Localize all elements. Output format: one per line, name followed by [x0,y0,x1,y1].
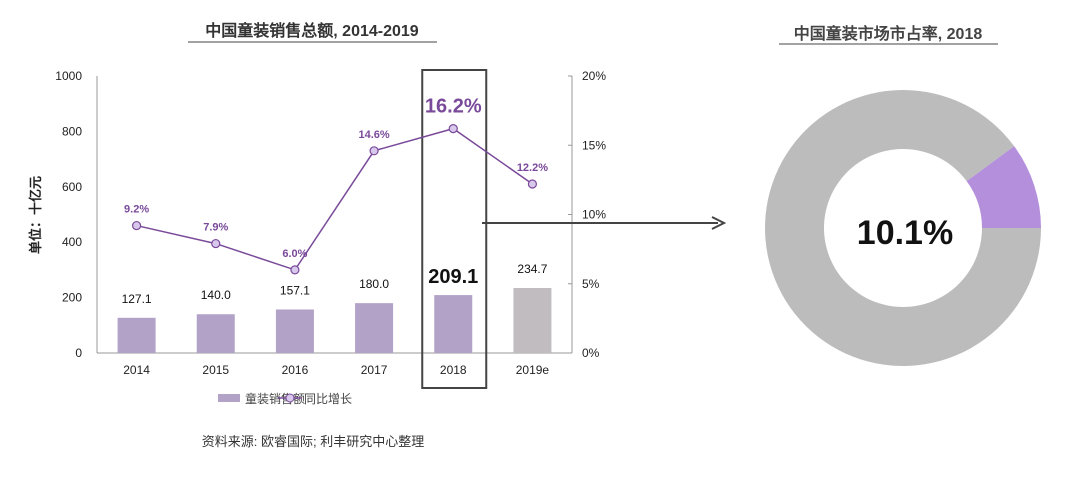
bar-value-label: 234.7 [517,262,547,276]
growth-point-2017 [369,146,379,156]
growth-point-2019e [527,179,538,189]
donut-slice-1 [765,90,1041,367]
y-tick-label: 800 [62,124,82,138]
donut-center-label: 10.1% [857,214,953,252]
growth-value-label: 7.9% [203,222,228,234]
growth-value-label: 12.2% [517,162,548,174]
y-tick-label: 1000 [55,69,82,83]
donut-slice-0 [966,146,1041,228]
arrow-head-icon [711,216,727,230]
growth-value-label: 6.0% [282,248,307,260]
bar-2017 [355,303,394,353]
growth-point-2015 [211,238,221,249]
growth-point-2016 [290,265,300,275]
donut-chart [765,90,1041,367]
bar-value-label: 157.1 [280,283,310,297]
source-note: 资料来源: 欧睿国际; 利丰研究中心整理 [202,434,424,449]
y2-tick-label: 15% [582,138,606,152]
y-tick-label: 600 [62,180,82,194]
growth-line [136,127,533,271]
bar-2019e [513,287,552,353]
bar-2014 [117,317,156,353]
growth-value-label: 14.6% [358,129,389,141]
growth-point-2014 [131,220,142,231]
y2-tick-label: 20% [582,69,606,83]
bar-value-label: 140.0 [201,288,231,302]
y-axis-label: 单位：十亿元 [28,176,43,254]
highlight-box [421,69,488,389]
y2-tick-label: 10% [582,208,606,222]
x-tick-label: 2018 [440,363,467,377]
y2-tick-label: 5% [582,277,600,291]
growth-value-label: 16.2% [425,96,482,118]
bar-2018 [434,295,473,353]
x-tick-label: 2017 [361,363,388,377]
x-tick-label: 2016 [282,363,309,377]
y-tick-label: 0 [75,346,82,360]
bar-2015 [196,314,235,353]
bar-line-chart: 0 200 400 600 800 1000 0% 5% 10% 15% 20% 127.1 2014 1… [55,69,606,406]
bar-value-label: 209.1 [428,266,478,288]
y-tick-label: 200 [62,291,82,305]
y-tick-label: 400 [62,235,82,249]
legend-bar-swatch [218,394,240,402]
bar-chart-title: 中国童装销售总额, 2014-2019 [205,21,419,40]
growth-value-label: 9.2% [124,204,149,216]
growth-point-2018 [448,124,458,134]
x-tick-label: 2014 [123,363,150,377]
x-tick-label: 2015 [202,363,229,377]
y2-tick-label: 0% [582,346,600,360]
legend-line-marker [285,393,295,403]
bar-2016 [275,309,314,353]
bar-value-label: 127.1 [122,292,152,306]
donut-chart-title: 中国童装市场市占率, 2018 [794,24,983,43]
bar-value-label: 180.0 [359,277,389,291]
legend-line-label: 同比增长 [304,392,352,406]
x-tick-label: 2019e [516,363,550,377]
